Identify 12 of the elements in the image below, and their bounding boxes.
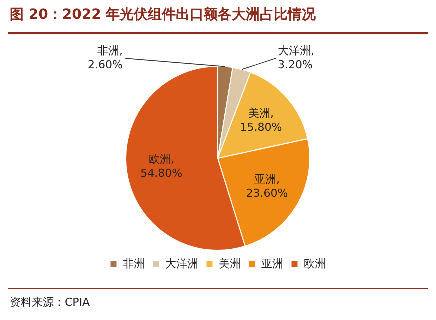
data-label: 欧洲, 54.80% (140, 152, 183, 180)
legend-label: 非洲 (122, 257, 145, 270)
legend-label: 大洋洲 (165, 257, 198, 270)
legend-label: 亚洲 (261, 257, 284, 270)
text: 资料来源：CPIA (10, 295, 90, 310)
data-label: 大洋洲, 3.20% (278, 44, 314, 72)
legend-label: 欧洲 (304, 257, 326, 270)
data-label: 亚洲, 23.60% (246, 173, 288, 200)
legend-label: 美洲 (218, 257, 241, 270)
data-label: 非洲, 2.60% (88, 44, 123, 72)
data-label: 美洲, 15.80% (240, 107, 282, 134)
chart-title: 图 20：2022 年光伏组件出口额各大洲占比情况 (10, 6, 316, 24)
